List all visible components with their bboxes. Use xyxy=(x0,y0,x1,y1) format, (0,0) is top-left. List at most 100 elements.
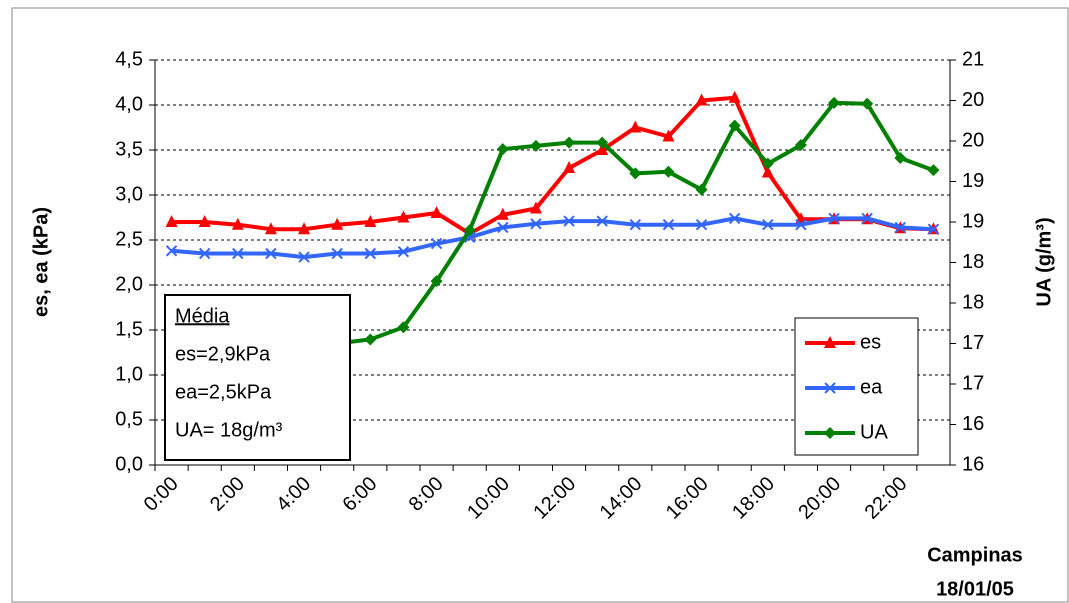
marker xyxy=(596,143,609,155)
footnote: 18/01/05 xyxy=(936,578,1014,600)
marker xyxy=(364,215,377,227)
marker xyxy=(828,212,840,225)
marker xyxy=(824,382,836,394)
marker xyxy=(695,183,708,196)
marker xyxy=(530,218,542,230)
marker xyxy=(264,222,277,235)
marker xyxy=(430,206,443,218)
marker xyxy=(695,218,708,231)
marker xyxy=(496,143,509,156)
y2-tick-label: 18 xyxy=(962,291,984,313)
y2-tick-label: 16 xyxy=(962,453,984,475)
marker xyxy=(861,97,874,110)
marker xyxy=(331,217,344,230)
marker xyxy=(165,245,178,257)
marker xyxy=(529,201,542,214)
marker xyxy=(794,139,807,152)
footnote: Campinas xyxy=(927,544,1023,566)
marker xyxy=(728,212,741,225)
annotation: Média es=2,9kPa ea=2,5kPa UA= 18g/m³ xyxy=(164,294,351,461)
marker xyxy=(331,247,343,260)
annotation-text: Média xyxy=(175,305,230,327)
annotation-box xyxy=(164,294,351,461)
marker xyxy=(728,119,741,132)
marker xyxy=(232,247,244,260)
marker xyxy=(265,247,277,260)
marker xyxy=(198,247,211,260)
y-tick-label: 3,0 xyxy=(115,183,143,205)
marker xyxy=(596,215,608,227)
y-tick-label: 0,5 xyxy=(115,408,143,430)
marker xyxy=(927,223,940,235)
marker xyxy=(430,237,443,250)
marker xyxy=(397,210,410,223)
marker xyxy=(629,120,642,133)
marker xyxy=(563,215,575,227)
marker xyxy=(298,251,310,263)
marker xyxy=(397,321,410,334)
series-line xyxy=(171,216,934,260)
marker xyxy=(529,139,542,152)
marker xyxy=(430,275,443,288)
y-tick-label: 4,0 xyxy=(115,93,143,115)
marker xyxy=(861,212,873,225)
legend-label: UA xyxy=(860,421,888,443)
y-tick-label: 3,5 xyxy=(115,138,143,160)
y-tick-label: 2,0 xyxy=(115,273,143,295)
marker xyxy=(629,218,642,231)
marker xyxy=(761,165,774,178)
marker xyxy=(662,218,675,231)
marker xyxy=(298,222,311,235)
marker xyxy=(824,427,836,439)
y-tick-label: 2,5 xyxy=(115,228,143,250)
y2-tick-label: 19 xyxy=(962,210,984,232)
legend: es ea UA xyxy=(794,317,919,456)
marker xyxy=(463,224,476,237)
marker xyxy=(198,215,211,227)
marker xyxy=(927,164,940,177)
marker xyxy=(662,165,675,178)
marker xyxy=(231,217,244,230)
marker xyxy=(364,247,377,260)
marker xyxy=(828,96,841,109)
y2-axis-title: UA (g/m³) xyxy=(1033,217,1055,306)
annotation-text: ea=2,5kPa xyxy=(175,381,272,403)
y-axis-title: es, ea (kPa) xyxy=(30,207,52,317)
y2-tick-label: 20 xyxy=(962,89,984,111)
y-tick-label: 0,0 xyxy=(115,453,143,475)
marker xyxy=(563,136,576,149)
marker xyxy=(662,129,675,142)
annotation-text: es=2,9kPa xyxy=(175,343,271,365)
y-tick-label: 1,5 xyxy=(115,318,143,340)
marker xyxy=(496,207,509,220)
y2-tick-label: 17 xyxy=(962,332,984,354)
legend-label: ea xyxy=(860,376,883,398)
marker xyxy=(824,336,836,348)
marker xyxy=(761,157,774,170)
y2-tick-label: 17 xyxy=(962,372,984,394)
marker xyxy=(165,215,178,227)
series-line xyxy=(171,95,934,236)
marker xyxy=(728,90,741,103)
marker xyxy=(497,221,509,234)
y2-tick-label: 21 xyxy=(962,48,984,70)
y2-tick-label: 19 xyxy=(962,170,984,192)
marker xyxy=(629,167,642,180)
marker xyxy=(894,221,907,234)
y2-tick-label: 20 xyxy=(962,129,984,151)
marker xyxy=(695,93,708,106)
y2-tick-label: 18 xyxy=(962,251,984,273)
y2-tick-label: 16 xyxy=(962,413,984,435)
annotation-text: UA= 18g/m³ xyxy=(175,419,283,441)
marker xyxy=(397,245,410,258)
marker xyxy=(762,218,774,231)
y-tick-label: 4,5 xyxy=(115,48,143,70)
legend-label: es xyxy=(860,331,881,353)
marker xyxy=(894,152,907,165)
marker xyxy=(364,333,377,346)
y-tick-label: 1,0 xyxy=(115,363,143,385)
marker xyxy=(563,161,576,173)
marker xyxy=(795,218,807,231)
marker xyxy=(596,136,609,149)
